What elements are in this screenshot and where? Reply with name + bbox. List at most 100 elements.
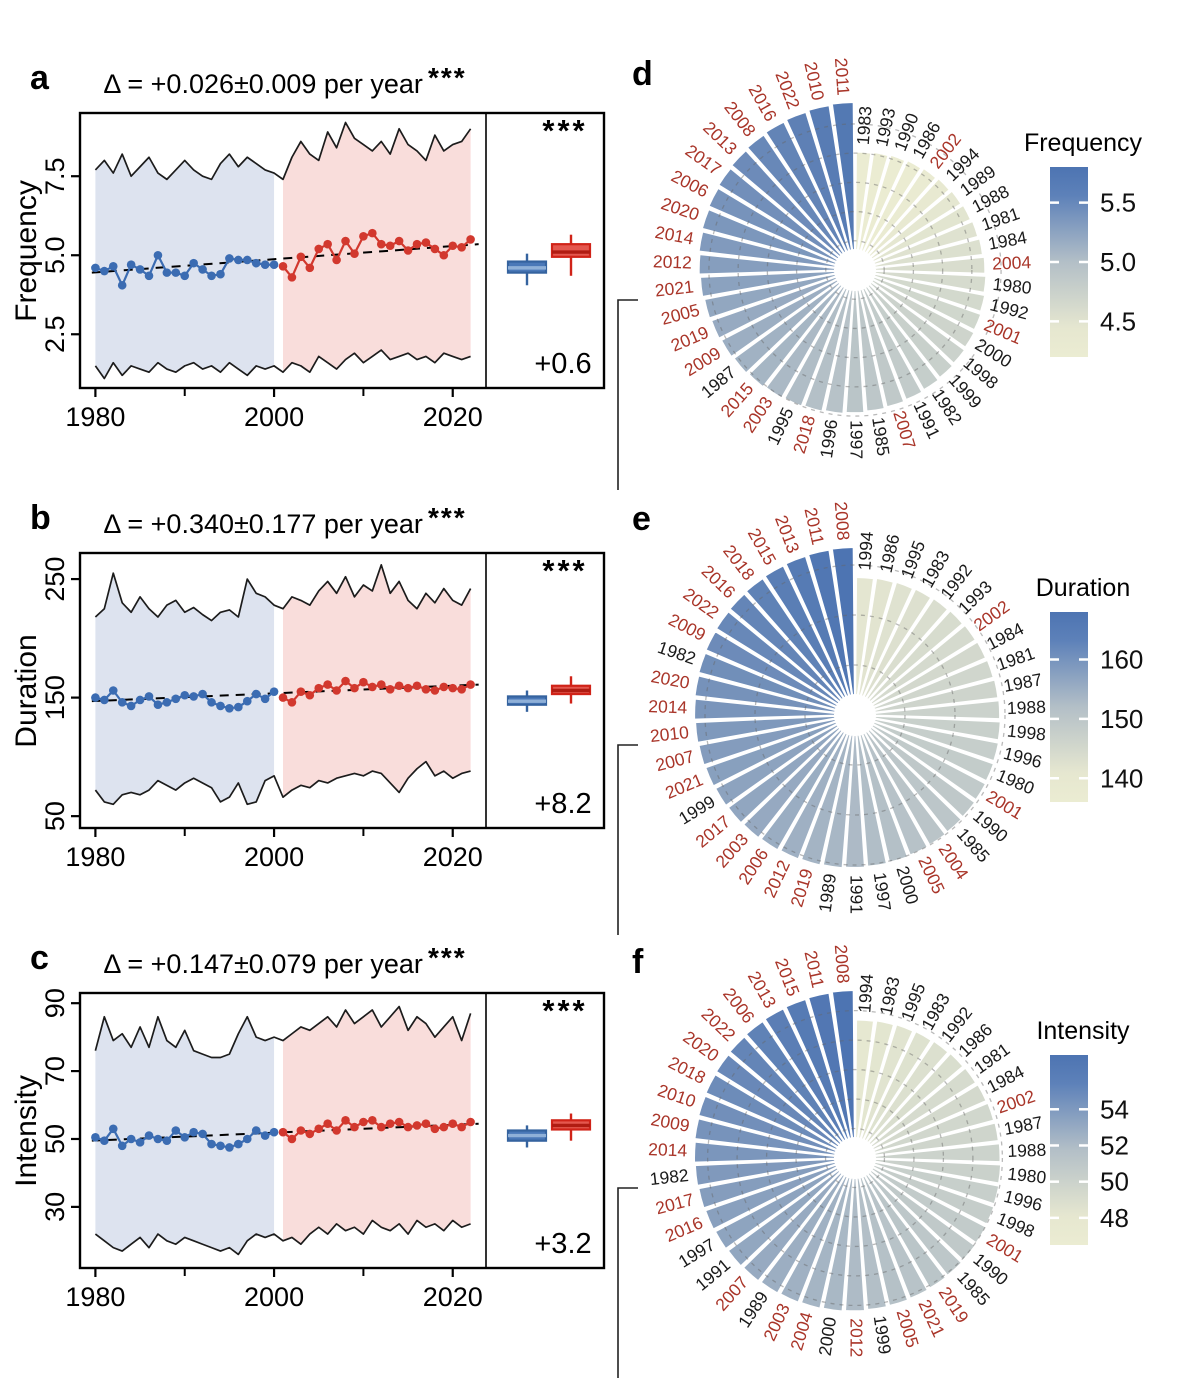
panel-c-chart: 1980 2000 2020 30 50 70 90 — [40, 988, 606, 1312]
svg-text:2021: 2021 — [654, 276, 695, 300]
panel-letter-d: d — [632, 55, 653, 93]
svg-text:2014: 2014 — [648, 696, 688, 717]
svg-text:1996: 1996 — [816, 418, 841, 459]
svg-text:90: 90 — [40, 988, 70, 1018]
svg-text:2.5: 2.5 — [40, 315, 70, 353]
svg-text:250: 250 — [40, 557, 70, 602]
svg-text:1997: 1997 — [846, 420, 866, 459]
svg-text:2020: 2020 — [649, 666, 691, 693]
svg-text:1983: 1983 — [853, 105, 876, 145]
panel-e-legend-title: Duration — [1035, 574, 1131, 602]
svg-text:1980: 1980 — [65, 842, 125, 872]
svg-text:7.5: 7.5 — [40, 157, 70, 195]
panel-a-boxplot-delta: +0.6 — [534, 348, 592, 380]
svg-text:1980: 1980 — [992, 274, 1033, 298]
svg-text:52: 52 — [1100, 1130, 1129, 1160]
panel-b-boxplot-delta: +8.2 — [534, 788, 592, 820]
svg-text:50: 50 — [40, 1124, 70, 1154]
svg-text:2017: 2017 — [653, 1189, 696, 1218]
panel-c-title: Δ = +0.147±0.079 per year *** — [0, 942, 570, 980]
svg-text:2019: 2019 — [786, 866, 816, 909]
svg-text:54: 54 — [1100, 1094, 1129, 1124]
svg-text:70: 70 — [40, 1056, 70, 1086]
panel-letter-a: a — [30, 59, 49, 97]
svg-text:30: 30 — [40, 1192, 70, 1222]
panel-d-chart: 1983199319901986200219941989198819811984… — [617, 57, 1136, 490]
svg-text:2008: 2008 — [831, 501, 854, 541]
svg-text:1980: 1980 — [65, 402, 125, 432]
svg-text:1980: 1980 — [65, 1282, 125, 1312]
svg-text:1994: 1994 — [854, 530, 877, 571]
panel-b-duration-timeseries: b Δ = +0.340±0.177 per year *** Duration … — [0, 495, 612, 927]
panel-c-boxplot-delta: +3.2 — [534, 1228, 592, 1260]
svg-text:5.5: 5.5 — [1100, 188, 1136, 218]
svg-text:2007: 2007 — [653, 746, 696, 775]
panel-letter-b: b — [30, 499, 51, 537]
svg-text:1994: 1994 — [854, 973, 877, 1014]
svg-text:2011: 2011 — [801, 949, 829, 990]
panel-f-legend-title: Intensity — [1036, 1017, 1130, 1045]
panel-c-title-significance: *** — [427, 942, 467, 973]
panel-b-chart: 1980 2000 2020 50 150 250 — [40, 551, 606, 872]
panel-c-title-text: Δ = +0.147±0.079 per year — [103, 949, 423, 979]
svg-text:150: 150 — [40, 675, 70, 720]
svg-text:2012: 2012 — [846, 1318, 866, 1357]
svg-text:1987: 1987 — [1002, 669, 1044, 696]
panel-e-duration-circular-chart: 1994 1986 1995 1983 1992 1993 2002 1984 1981 1987… — [610, 490, 1187, 938]
panel-a-title-text: Δ = +0.026±0.009 per year — [103, 69, 423, 99]
panel-b-title: Δ = +0.340±0.177 per year *** — [0, 502, 570, 540]
svg-text:2020: 2020 — [423, 1282, 483, 1312]
panel-c-boxplot-significance: *** — [542, 993, 588, 1028]
svg-text:2010: 2010 — [800, 60, 828, 103]
svg-text:2004: 2004 — [992, 252, 1032, 273]
svg-text:1998: 1998 — [1006, 720, 1047, 744]
svg-text:2000: 2000 — [244, 402, 304, 432]
svg-text:2008: 2008 — [831, 944, 854, 984]
svg-text:1988: 1988 — [1007, 1140, 1047, 1161]
svg-text:1997: 1997 — [870, 871, 895, 912]
svg-text:2004: 2004 — [786, 1309, 816, 1352]
panel-f-intensity-circular-chart: 1994 1983 1995 1983 1992 1986 1981 1984 2002 1987… — [610, 933, 1187, 1381]
panel-letter-f: f — [632, 943, 644, 981]
svg-text:2000: 2000 — [815, 1315, 840, 1357]
panel-a-chart: 1980 2000 2020 2.5 5.0 7.5 — [40, 111, 606, 432]
svg-text:48: 48 — [1100, 1203, 1129, 1233]
svg-text:1989: 1989 — [815, 872, 840, 913]
svg-text:140: 140 — [1100, 763, 1143, 793]
panel-e-chart: 1994198619951983199219932002198419811987… — [617, 501, 1143, 935]
svg-text:1985: 1985 — [868, 416, 893, 457]
svg-text:50: 50 — [40, 801, 70, 831]
panel-f-chart: 1994198319951983199219861981198420021987… — [617, 944, 1129, 1378]
panel-b-title-significance: *** — [427, 502, 467, 533]
svg-text:1999: 1999 — [870, 1314, 895, 1355]
panel-letter-c: c — [30, 939, 49, 977]
svg-text:1982: 1982 — [655, 637, 698, 669]
svg-text:2011: 2011 — [800, 506, 828, 547]
panel-b-title-text: Δ = +0.340±0.177 per year — [103, 509, 423, 539]
svg-text:2014: 2014 — [648, 1139, 688, 1160]
svg-text:1991: 1991 — [846, 875, 866, 914]
svg-text:2010: 2010 — [649, 722, 690, 746]
svg-text:2020: 2020 — [423, 402, 483, 432]
panel-a-frequency-timeseries: a Δ = +0.026±0.009 per year *** Frequency… — [0, 55, 612, 487]
svg-text:5.0: 5.0 — [1100, 247, 1136, 277]
svg-text:4.5: 4.5 — [1100, 306, 1136, 336]
panel-letter-e: e — [632, 500, 651, 538]
svg-text:150: 150 — [1100, 704, 1143, 734]
panel-b-boxplot-significance: *** — [542, 553, 588, 588]
svg-text:1980: 1980 — [1006, 1163, 1047, 1187]
svg-text:2010: 2010 — [655, 1080, 699, 1112]
svg-text:1982: 1982 — [649, 1165, 690, 1189]
panel-a-title: Δ = +0.026±0.009 per year *** — [0, 62, 570, 100]
panel-d-legend-title: Frequency — [1023, 129, 1143, 157]
panel-d-frequency-circular-chart: 1983 1993 1990 1986 2002 1994 1989 1988 1981 1984… — [610, 45, 1187, 493]
svg-text:5.0: 5.0 — [40, 236, 70, 274]
svg-text:2000: 2000 — [244, 842, 304, 872]
panel-a-boxplot-significance: *** — [542, 113, 588, 148]
panel-a-title-significance: *** — [427, 62, 467, 93]
svg-text:2012: 2012 — [653, 251, 693, 272]
svg-text:2000: 2000 — [244, 1282, 304, 1312]
svg-text:1987: 1987 — [1002, 1112, 1044, 1139]
panel-c-intensity-timeseries: c Δ = +0.147±0.079 per year *** Intensity… — [0, 935, 612, 1367]
